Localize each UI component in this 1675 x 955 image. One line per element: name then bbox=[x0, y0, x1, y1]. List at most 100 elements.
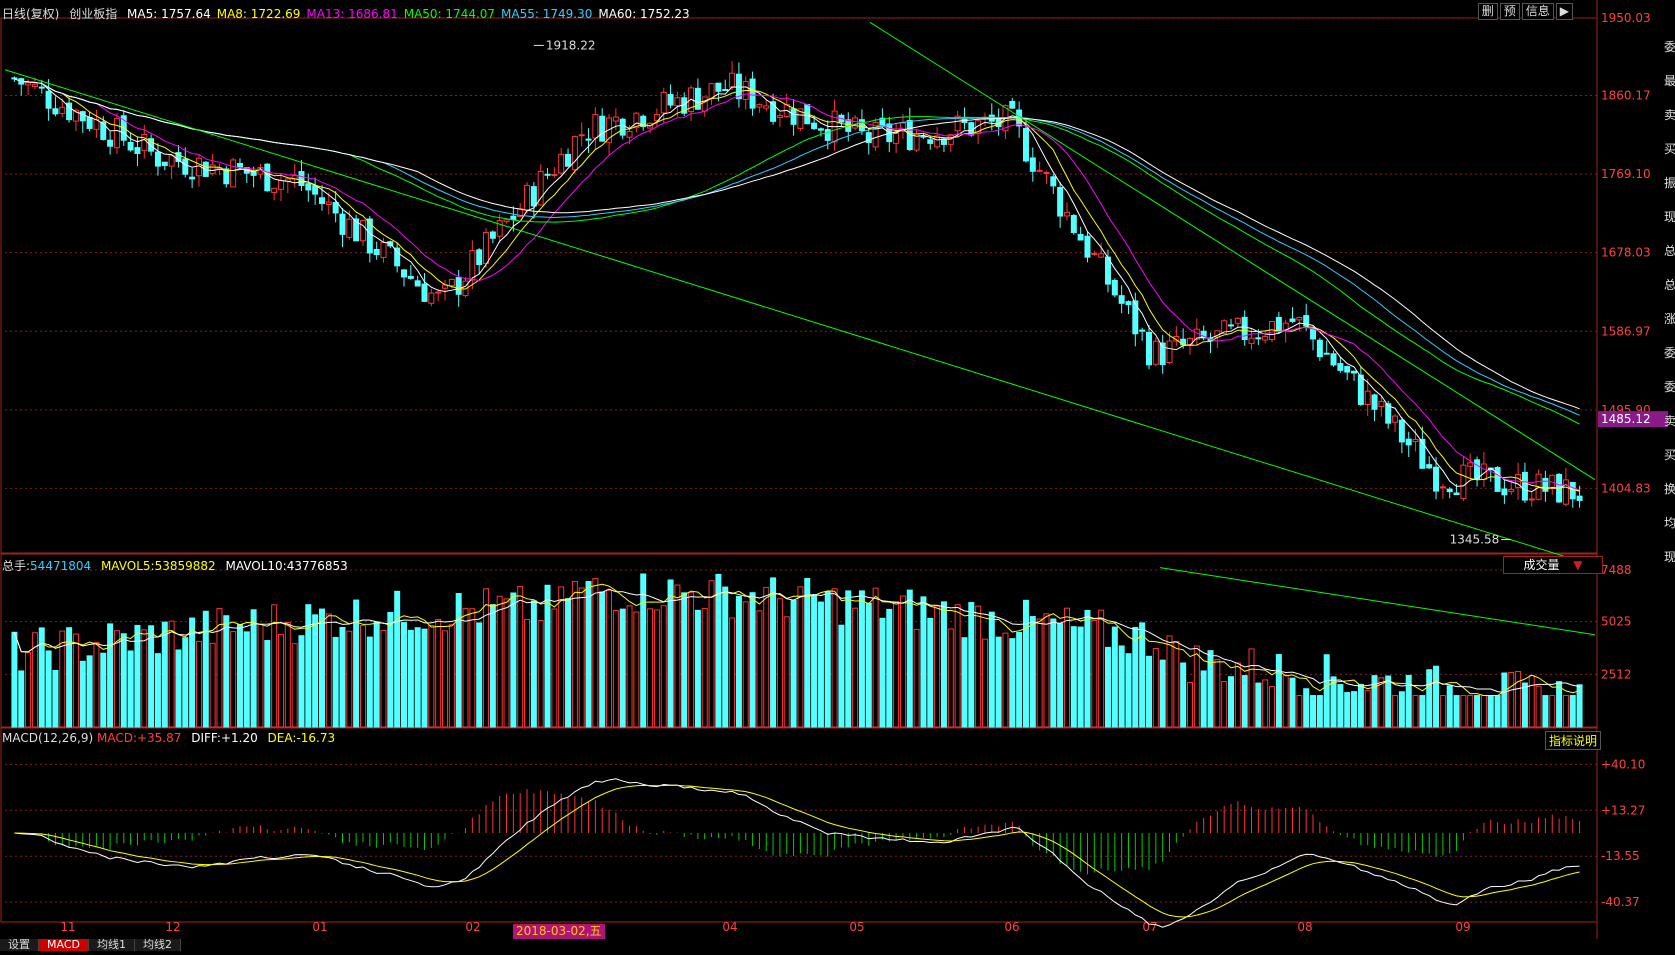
panel-frame bbox=[0, 17, 1598, 554]
volume-indicator-select[interactable]: 成交量 ▼ bbox=[1503, 556, 1603, 574]
volume-bar bbox=[503, 598, 510, 728]
candle-body bbox=[45, 90, 52, 109]
trendline-upper bbox=[869, 21, 1596, 481]
tab-settings[interactable]: 设置 bbox=[0, 939, 39, 951]
candle-body bbox=[1262, 335, 1269, 341]
volume-bar bbox=[1187, 681, 1193, 728]
x-tick-label: 06 bbox=[1004, 920, 1019, 934]
candle-body bbox=[729, 72, 736, 88]
volume-bar bbox=[318, 608, 325, 728]
volume-bar bbox=[804, 577, 811, 728]
volume-bar bbox=[653, 609, 660, 728]
candle-body bbox=[401, 269, 407, 278]
volume-bar bbox=[934, 605, 941, 728]
indicator-help-button[interactable]: 指标说明 bbox=[1545, 731, 1602, 750]
volume-bar bbox=[134, 624, 141, 728]
candle-body bbox=[626, 131, 633, 138]
volume-bar bbox=[749, 592, 756, 728]
candle-body bbox=[1310, 327, 1317, 340]
volume-bar bbox=[1104, 646, 1111, 728]
volume-bar bbox=[52, 669, 59, 728]
candle-body bbox=[38, 86, 45, 89]
candle-body bbox=[1562, 479, 1569, 505]
volume-bar bbox=[428, 625, 435, 728]
tab-ma2[interactable]: 均线2 bbox=[134, 939, 181, 951]
ma60-line bbox=[14, 78, 1580, 410]
candle-body bbox=[421, 283, 428, 302]
candle-body bbox=[476, 249, 483, 266]
mavol5-label: MAVOL5: bbox=[100, 559, 155, 573]
candle-body bbox=[749, 78, 756, 109]
volume-select-label: 成交量 bbox=[1523, 558, 1560, 572]
volume-bar bbox=[988, 611, 995, 728]
volume-tick-label: 2512 bbox=[1601, 667, 1632, 681]
volume-bar bbox=[209, 642, 216, 728]
preview-button[interactable]: 预 bbox=[1499, 3, 1520, 20]
volume-bar bbox=[530, 600, 537, 728]
candle-body bbox=[1398, 419, 1405, 443]
x-tick-label: 09 bbox=[1455, 920, 1470, 934]
candle-body bbox=[1050, 176, 1057, 187]
candle-body bbox=[435, 291, 442, 294]
volume-bar bbox=[18, 670, 25, 728]
volume-trendline bbox=[1159, 567, 1596, 636]
candle-body bbox=[86, 117, 93, 129]
macd-label: MACD: bbox=[96, 731, 137, 745]
volume-bar bbox=[715, 573, 722, 728]
trendline-lower bbox=[4, 69, 1596, 567]
period-label[interactable]: 日线(复权) bbox=[2, 7, 60, 21]
volume-bar bbox=[1316, 695, 1323, 728]
candle-body bbox=[708, 83, 715, 100]
volume-bar bbox=[708, 580, 715, 728]
candle-body bbox=[1084, 235, 1091, 258]
candle-body bbox=[530, 186, 537, 207]
volume-bar bbox=[72, 633, 79, 728]
candle-body bbox=[1494, 467, 1501, 492]
volume-bar bbox=[496, 595, 503, 728]
volume-bar bbox=[421, 628, 428, 728]
candle-body bbox=[674, 97, 681, 107]
volume-bar bbox=[1221, 681, 1228, 728]
volume-bar bbox=[339, 626, 346, 728]
annotation-label: 1918.22 bbox=[546, 38, 596, 52]
candle-body bbox=[927, 139, 934, 144]
info-button[interactable]: 信息 bbox=[1521, 3, 1554, 20]
candle-body bbox=[59, 106, 66, 114]
volume-bar bbox=[592, 578, 599, 728]
volume-bar bbox=[694, 609, 701, 728]
volume-bar bbox=[865, 602, 872, 728]
volume-bar bbox=[776, 598, 783, 728]
volume-bar bbox=[1433, 665, 1440, 728]
volume-bar bbox=[271, 604, 278, 728]
tab-macd[interactable]: MACD bbox=[39, 939, 89, 951]
volume-bar bbox=[1392, 695, 1399, 728]
volume-bar bbox=[940, 601, 947, 728]
volume-bar bbox=[893, 601, 900, 728]
volume-bar bbox=[93, 642, 100, 728]
volume-bar bbox=[1057, 623, 1064, 728]
play-icon[interactable]: ▶ bbox=[1555, 3, 1573, 20]
candle-body bbox=[667, 94, 674, 106]
volume-bar bbox=[312, 614, 319, 728]
candle-body bbox=[537, 170, 544, 206]
volume-bar bbox=[243, 631, 250, 728]
x-tick-label: 04 bbox=[722, 920, 737, 934]
candle-body bbox=[1439, 486, 1446, 489]
tab-ma1[interactable]: 均线1 bbox=[88, 939, 135, 951]
volume-bar bbox=[578, 587, 585, 728]
candle-body bbox=[305, 183, 312, 191]
x-tick-label: 08 bbox=[1297, 920, 1312, 934]
candle-body bbox=[1255, 337, 1262, 340]
volume-bar bbox=[660, 605, 667, 728]
candle-body bbox=[209, 164, 216, 175]
delete-button[interactable]: 删 bbox=[1477, 3, 1498, 20]
crosshair-date-tag: 2018-03-02,五 bbox=[513, 924, 605, 939]
candle-body bbox=[612, 116, 619, 122]
volume-bar bbox=[838, 624, 845, 728]
volume-bar bbox=[1344, 692, 1351, 728]
volume-bar bbox=[1569, 695, 1576, 728]
volume-bar bbox=[606, 589, 613, 728]
volume-bar bbox=[1152, 647, 1159, 728]
